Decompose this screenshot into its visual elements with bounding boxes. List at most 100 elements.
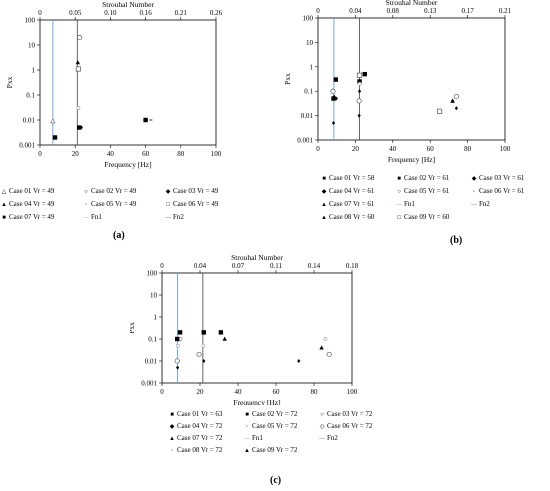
legend-label: Case 07 Vr = 49 (9, 213, 55, 221)
legend-marker-icon: ▲ (244, 448, 250, 454)
legend-marker-icon: ▲ (1, 202, 7, 208)
legend-label: Case 01 Vr = 58 (329, 174, 375, 182)
plot-frame (39, 19, 217, 146)
legend-item: ◇ Case 06 Vr = 72 (318, 420, 373, 434)
data-point (175, 343, 180, 348)
data-point (218, 330, 224, 335)
data-point (201, 330, 206, 335)
legend-marker-icon: ■ (245, 412, 249, 418)
legend-marker-icon: — (83, 215, 89, 221)
data-point (75, 66, 81, 72)
legend-label: Case 07 Vr = 72 (177, 434, 223, 442)
y-tick-label: 100 (147, 270, 158, 278)
top-tick-label: 0.04 (349, 7, 362, 15)
y-tick-label: 0.001 (19, 142, 35, 150)
data-point (437, 108, 443, 114)
legend-item: ▲ Case 08 Vr = 60 (320, 211, 374, 225)
top-tick-label: 0.18 (346, 262, 359, 270)
data-point (202, 359, 206, 363)
data-point (52, 135, 58, 140)
data-point (297, 359, 301, 363)
top-tick-label: 0 (316, 7, 320, 15)
legend-marker-icon: ◇ (319, 424, 325, 430)
data-point (177, 330, 183, 335)
y-tick-label: 0.1 (26, 92, 35, 100)
legend-item: ▲ Case 07 Vr = 61 (320, 198, 374, 212)
x-tick-label: 20 (72, 150, 80, 158)
legend-label: Case 02 Vr = 61 (404, 174, 450, 182)
legend-marker-icon: ▲ (321, 215, 327, 221)
data-point (175, 336, 180, 342)
legend-marker-icon: ■ (2, 215, 6, 221)
legend-marker-icon: ▲ (169, 436, 175, 442)
plot-frame (317, 17, 506, 141)
top-tick-label: 0.05 (69, 9, 82, 17)
chart-panel-b: 0 20 40 60 80 100 0 0.04 0.08 0.13 0.17 0.21 0.001 0.… (280, 0, 550, 250)
legend-label: Case 04 Vr = 61 (329, 187, 375, 195)
legend-label: Case 02 Vr = 72 (252, 410, 298, 418)
legend-marker-icon: ◆ (321, 189, 327, 195)
legend-item: ○ Case 03 Vr = 72 (318, 408, 372, 422)
legend-item: ◆ Case 03 Vr = 61 (470, 172, 525, 186)
legend-item: ■ Case 01 Vr = 58 (320, 172, 374, 186)
x-tick-label: 0 (38, 150, 42, 158)
legend-label: Fn2 (479, 200, 490, 208)
data-point (323, 337, 328, 341)
data-point (331, 120, 336, 125)
y-tick-label: 0.01 (23, 117, 36, 125)
legend-label: Case 01 Vr = 49 (9, 187, 55, 195)
legend-marker-icon: ◦ (170, 448, 174, 454)
data-point (222, 336, 227, 341)
legend-item: — Fn2 (164, 211, 184, 225)
data-point (178, 336, 183, 342)
legend-label: Case 03 Vr = 61 (479, 174, 525, 182)
legend-item: — Fn1 (82, 211, 102, 225)
top-tick-label: 0.04 (194, 262, 207, 270)
data-point (357, 113, 361, 118)
x-tick-label: 60 (427, 145, 435, 153)
y-axis-label: Pxx (283, 73, 292, 85)
y-tick-label: 10 (150, 292, 158, 300)
top-tick-label: 0 (38, 9, 42, 17)
x-tick-label: 60 (273, 388, 281, 396)
legend-item: □ Case 06 Vr = 49 (164, 198, 218, 212)
data-point (331, 96, 336, 101)
legend-a: △ Case 01 Vr = 49 ○ Case 02 Vr = 49 ◆ Case 03… (0, 185, 270, 240)
data-point (50, 118, 56, 124)
data-point (330, 88, 336, 94)
x-axis-label: Frequency [Hz] (388, 155, 435, 164)
legend-marker-icon: ■ (397, 176, 401, 182)
x-tick-label: 40 (107, 150, 115, 158)
top-tick-label: 0.17 (461, 7, 474, 15)
data-point (76, 106, 81, 110)
data-point (357, 81, 362, 86)
y-tick-label: 100 (303, 15, 314, 23)
legend-marker-icon: ○ (84, 189, 88, 195)
legend-item: ◆ Case 04 Vr = 61 (320, 185, 375, 199)
legend-marker-icon: — (319, 436, 325, 442)
data-point (454, 106, 458, 111)
data-point (75, 60, 81, 65)
legend-marker-icon: □ (397, 215, 401, 221)
y-tick-label: 0.01 (145, 358, 158, 366)
legend-label: Case 03 Vr = 49 (173, 187, 219, 195)
legend-marker-icon: — (471, 202, 477, 208)
y-tick-label: 100 (25, 17, 36, 25)
legend-label: Case 06 Vr = 72 (327, 422, 373, 430)
top-tick-label: 0.13 (424, 7, 437, 15)
y-tick-label: 1 (310, 63, 314, 71)
legend-marker-icon: — (244, 436, 250, 442)
top-tick-label: 0.26 (210, 9, 223, 17)
top-tick-label: 0.10 (104, 9, 117, 17)
data-point (450, 98, 455, 103)
panel-label-b: (b) (450, 235, 463, 246)
legend-label: Case 08 Vr = 72 (177, 446, 223, 454)
legend-c: ■ Case 01 Vr = 63 ■ Case 02 Vr = 72 ○ Case 03… (168, 408, 400, 473)
legend-item: ◦ Case 05 Vr = 72 (243, 420, 297, 434)
legend-b: ■ Case 01 Vr = 58 ■ Case 02 Vr = 61 ◆ Case 03… (320, 172, 550, 237)
x-tick-label: 80 (177, 150, 185, 158)
x-tick-label: 20 (352, 145, 360, 153)
top-axis-label: Strouhal Number (102, 0, 154, 9)
legend-label: Case 05 Vr = 72 (252, 422, 298, 430)
